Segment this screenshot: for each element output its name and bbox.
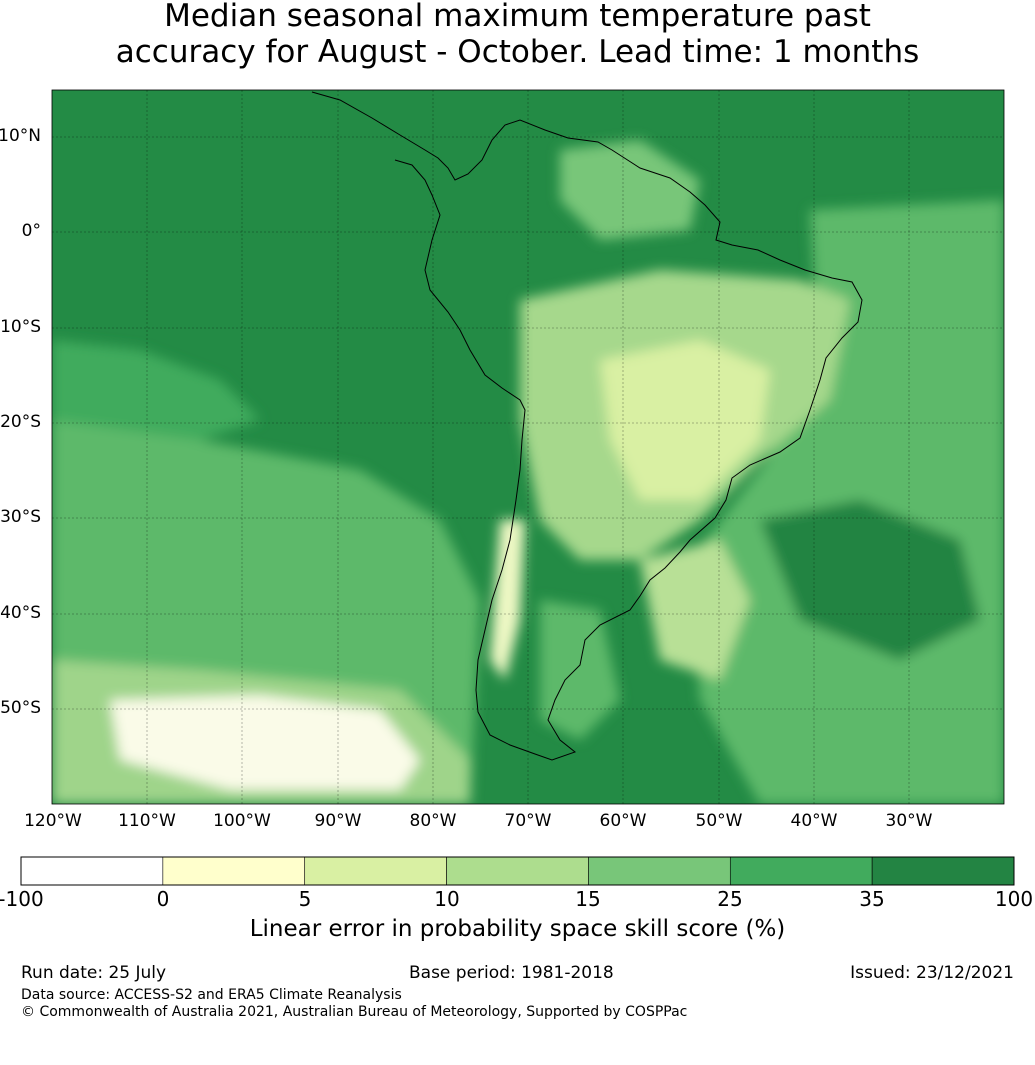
colorbar-segment	[871, 856, 1015, 886]
lat-label-30s: 30°S	[0, 507, 41, 527]
map-area	[52, 90, 1004, 804]
colorbar-segments	[20, 856, 1015, 886]
skill-field-layer	[52, 140, 1004, 804]
colorbar-tick-minus100: -100	[0, 887, 44, 911]
lat-label-50s: 50°S	[0, 698, 41, 718]
skill-region-near-zero-south	[110, 695, 420, 790]
colorbar-tick-100: 100	[994, 887, 1034, 911]
skill-region-medium-east	[690, 200, 1004, 804]
lon-label-90w: 90°W	[314, 811, 362, 831]
colorbar-frame	[20, 856, 1015, 886]
colorbar-segment	[20, 856, 164, 886]
skill-region-dark-atlantic	[760, 500, 980, 660]
issued-date: Issued: 23/12/2021	[850, 963, 1014, 983]
colorbar-segment	[588, 856, 731, 886]
colorbar-tick-15: 15	[575, 887, 601, 911]
chart-title-line-1: Median seasonal maximum temperature past	[164, 0, 871, 34]
lon-label-100w: 100°W	[213, 811, 271, 831]
lon-label-40w: 40°W	[790, 811, 838, 831]
base-period: Base period: 1981-2018	[409, 963, 614, 983]
colorbar-segment	[729, 856, 873, 886]
lon-label-110w: 110°W	[118, 811, 176, 831]
run-date: Run date: 25 July	[21, 963, 167, 983]
colorbar-segment	[446, 856, 589, 886]
colorbar-tick-5: 5	[298, 887, 312, 911]
colorbar-segment	[162, 856, 306, 886]
lon-label-120w: 120°W	[24, 811, 82, 831]
colorbar-tick-35: 35	[859, 887, 885, 911]
colorbar-tick-0: 0	[156, 887, 170, 911]
colorbar-tick-10: 10	[434, 887, 460, 911]
skill-region-patagonia-medium	[540, 600, 620, 740]
lon-label-60w: 60°W	[599, 811, 647, 831]
lon-label-50w: 50°W	[695, 811, 743, 831]
skill-region-medium-caribbean	[560, 140, 700, 240]
lon-label-80w: 80°W	[409, 811, 457, 831]
skill-region-southern-atlantic-light	[640, 540, 750, 680]
colorbar	[20, 856, 1015, 886]
data-source: Data source: ACCESS-S2 and ERA5 Climate …	[21, 987, 402, 1003]
skill-region-andes-pale	[490, 520, 525, 680]
colorbar-tick-25: 25	[717, 887, 743, 911]
coastline-south-america	[311, 91, 863, 761]
lat-label-40s: 40°S	[0, 603, 41, 623]
skill-score-map	[51, 89, 1005, 805]
map-frame	[51, 89, 1005, 805]
skill-region-medium-west-band	[52, 340, 260, 440]
lon-label-70w: 70°W	[504, 811, 552, 831]
copyright-notice: © Commonwealth of Australia 2021, Austra…	[21, 1004, 688, 1020]
colorbar-segment	[304, 856, 447, 886]
lat-label-20s: 20°S	[0, 412, 41, 432]
lat-label-10s: 10°S	[0, 317, 41, 337]
colorbar-label: Linear error in probability space skill …	[249, 916, 786, 942]
lat-label-10n: 10°N	[0, 126, 41, 146]
lon-label-30w: 30°W	[885, 811, 933, 831]
lat-label-0: 0°	[21, 221, 41, 241]
chart-title-line-2: accuracy for August - October. Lead time…	[115, 34, 920, 70]
graticule	[52, 90, 1004, 804]
skill-region-continent-pale	[600, 340, 770, 500]
